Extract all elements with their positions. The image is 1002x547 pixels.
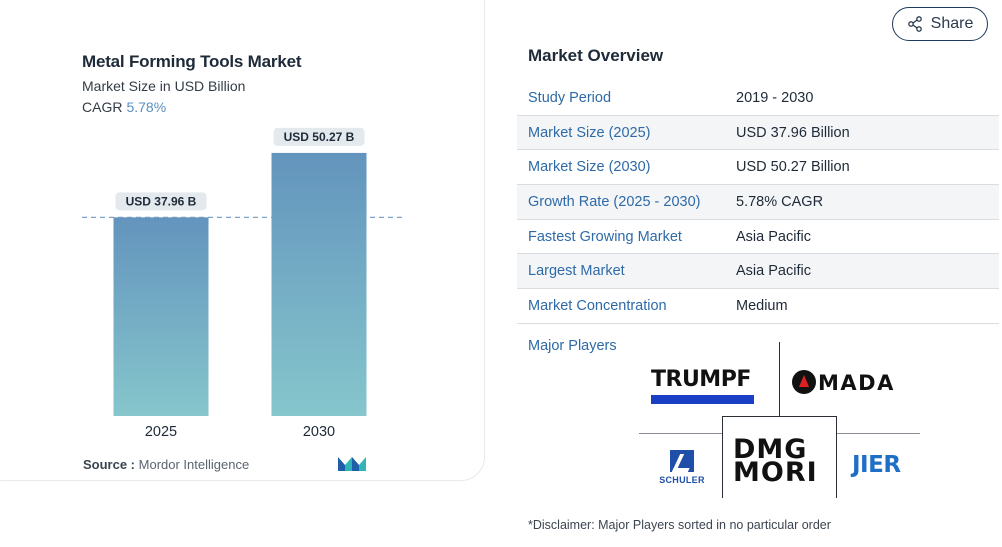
schuler-wordmark: SCHULER [659, 475, 705, 485]
jier-logo[interactable]: JIER [852, 452, 901, 478]
overview-label[interactable]: Market Concentration [528, 297, 667, 314]
players-divider [722, 416, 837, 417]
cagr-value: 5.78% [126, 99, 167, 115]
share-button[interactable]: Share [892, 7, 988, 41]
amada-logo[interactable]: MADA [792, 370, 895, 395]
overview-row: Growth Rate (2025 - 2030) 5.78% CAGR [517, 185, 999, 220]
schuler-mark-icon [670, 450, 694, 472]
data-label: USD 37.96 B [126, 194, 197, 208]
data-label: USD 50.27 B [284, 130, 355, 144]
amada-a-icon [792, 370, 816, 394]
overview-row: Market Concentration Medium [517, 289, 999, 324]
market-overview-table: Study Period 2019 - 2030 Market Size (202… [517, 81, 999, 324]
overview-label[interactable]: Market Size (2025) [528, 124, 651, 141]
data-label-pill [273, 127, 365, 146]
data-label-pill [115, 192, 207, 211]
dmg-mori-logo[interactable]: DMG MORI [733, 434, 818, 488]
players-divider [779, 342, 780, 416]
source-label: Source : [83, 457, 136, 472]
trumpf-logo[interactable]: TRUMPF [651, 368, 756, 404]
overview-value: Asia Pacific [736, 263, 811, 280]
overview-value: 2019 - 2030 [736, 89, 814, 106]
overview-value: Medium [736, 297, 788, 314]
players-divider [836, 433, 920, 434]
major-players-label[interactable]: Major Players [528, 338, 617, 354]
chart-subtitle: Market Size in USD Billion [82, 78, 246, 94]
market-overview-title: Market Overview [528, 46, 664, 65]
overview-row: Market Size (2030) USD 50.27 Billion [517, 150, 999, 186]
overview-value: USD 37.96 Billion [736, 124, 850, 141]
bar-2030 [271, 152, 367, 416]
players-divider [836, 416, 837, 498]
chart-source: Source : Mordor Intelligence [83, 457, 249, 472]
cagr-label: CAGR [82, 99, 123, 115]
chart-card [0, 0, 485, 481]
amada-wordmark: MADA [818, 371, 895, 395]
overview-label[interactable]: Growth Rate (2025 - 2030) [528, 193, 701, 210]
overview-row: Largest Market Asia Pacific [517, 254, 999, 290]
overview-label[interactable]: Fastest Growing Market [528, 228, 682, 245]
bar-chart: USD 37.96 B 2025 USD 50.27 B 2030 [82, 127, 402, 440]
source-value: Mordor Intelligence [138, 457, 250, 472]
mordor-intelligence-logo-icon [338, 457, 366, 471]
x-tick-label: 2030 [303, 424, 335, 440]
overview-value: 5.78% CAGR [736, 193, 824, 210]
share-label: Share [930, 15, 974, 32]
x-tick-label: 2025 [145, 424, 177, 440]
share-icon [907, 16, 922, 32]
players-divider [639, 433, 722, 434]
players-divider [722, 416, 723, 498]
trumpf-wordmark: TRUMPF [651, 367, 751, 392]
overview-row: Study Period 2019 - 2030 [517, 81, 999, 116]
overview-value: USD 50.27 Billion [736, 159, 850, 176]
overview-label[interactable]: Market Size (2030) [528, 159, 651, 176]
schuler-logo[interactable]: SCHULER [655, 450, 709, 485]
chart-title: Metal Forming Tools Market [82, 52, 302, 71]
overview-row: Market Size (2025) USD 37.96 Billion [517, 115, 999, 151]
bar-2025 [113, 217, 209, 416]
disclaimer: *Disclaimer: Major Players sorted in no … [528, 518, 831, 532]
chart-cagr: CAGR 5.78% [82, 99, 166, 115]
overview-row: Fastest Growing Market Asia Pacific [517, 220, 999, 255]
overview-label[interactable]: Study Period [528, 89, 612, 106]
overview-label[interactable]: Largest Market [528, 263, 625, 280]
trumpf-bar [651, 395, 754, 404]
overview-value: Asia Pacific [736, 228, 811, 245]
